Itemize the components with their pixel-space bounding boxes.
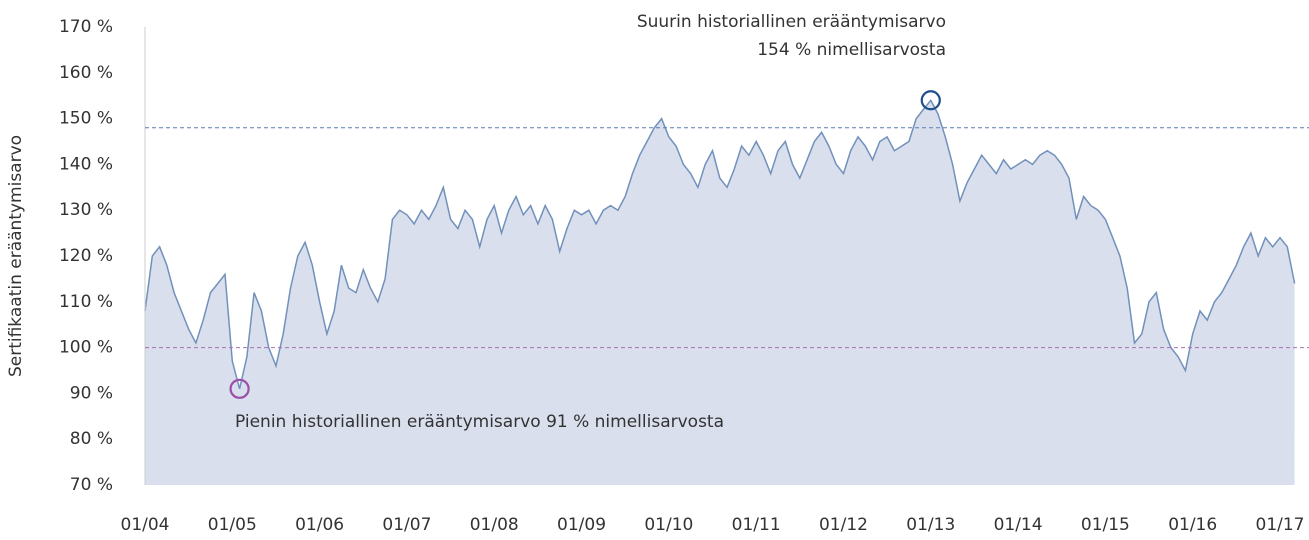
y-tick-label: 130 % — [59, 200, 113, 220]
x-tick-label: 01/15 — [1081, 515, 1130, 535]
annotation-marker — [920, 90, 941, 111]
annotation-text: Suurin historiallinen erääntymisarvo — [637, 12, 946, 32]
x-tick-label: 01/06 — [295, 515, 344, 535]
x-tick-label: 01/11 — [732, 515, 781, 535]
y-tick-label: 120 % — [59, 246, 113, 266]
y-tick-label: 150 % — [59, 109, 113, 129]
x-tick-label: 01/09 — [557, 515, 606, 535]
x-tick-label: 01/16 — [1168, 515, 1217, 535]
x-tick-label: 01/10 — [644, 515, 693, 535]
y-tick-label: 80 % — [70, 429, 113, 449]
x-tick-label: 01/07 — [382, 515, 431, 535]
y-tick-label: 100 % — [59, 338, 113, 358]
y-axis-label: Sertifikaatin erääntymisarvo — [6, 135, 26, 377]
y-tick-label: 140 % — [59, 154, 113, 174]
y-tick-label: 90 % — [70, 383, 113, 403]
x-tick-label: 01/05 — [208, 515, 257, 535]
annotation-text: Pienin historiallinen erääntymisarvo 91 … — [235, 412, 724, 432]
line — [144, 98, 1296, 389]
y-tick-label: 160 % — [59, 63, 113, 83]
annotation-text: 154 % nimellisarvosta — [757, 40, 946, 60]
annotation-marker — [229, 378, 250, 399]
x-tick-label: 01/04 — [121, 515, 170, 535]
x-tick-label: 01/13 — [906, 515, 955, 535]
x-tick-label: 01/12 — [819, 515, 868, 535]
x-tick-label: 01/17 — [1256, 515, 1305, 535]
y-tick-label: 110 % — [59, 292, 113, 312]
area-fill — [145, 100, 1295, 486]
x-tick-label: 01/08 — [470, 515, 519, 535]
y-tick-label: 70 % — [70, 475, 113, 495]
y-tick-label: 170 % — [59, 17, 113, 37]
x-tick-label: 01/14 — [994, 515, 1043, 535]
